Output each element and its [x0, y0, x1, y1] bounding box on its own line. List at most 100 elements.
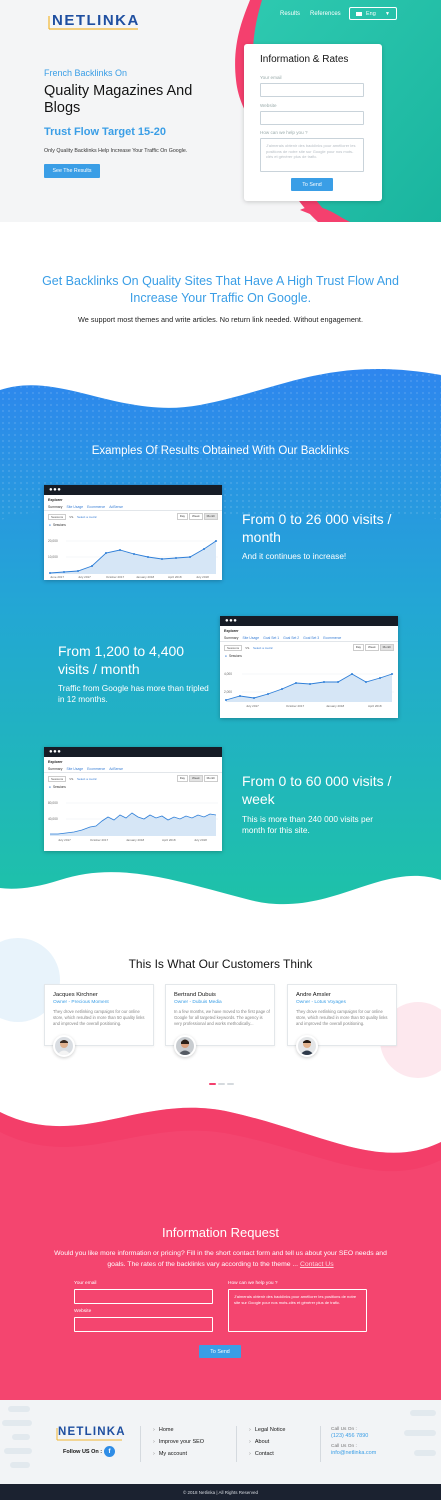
result-1-headline: From 0 to 26 000 visits / month	[242, 511, 392, 545]
footer-link-legal-notice[interactable]: Legal Notice	[249, 1427, 286, 1433]
analytics-tab: AdSense	[109, 767, 123, 771]
help-textarea[interactable]: J'aimerais obtenir des backlinks pour am…	[260, 138, 364, 172]
y-tick: 40,000	[48, 817, 58, 821]
result-2-headline: From 1,200 to 4,400 visits / month	[58, 643, 185, 677]
facebook-icon[interactable]: f	[104, 1446, 115, 1457]
x-tick: July 2017	[78, 575, 91, 579]
website-field[interactable]	[260, 111, 364, 125]
analytics-tabs: Summary Site Usage Ecommerce AdSense	[48, 505, 123, 509]
x-tick: January 2018	[136, 575, 155, 579]
email-label: Your email	[260, 75, 282, 80]
analytics-tab: AdSense	[109, 505, 123, 509]
avatar	[53, 1035, 75, 1057]
see-results-button[interactable]: See The Results	[44, 164, 100, 178]
period-week: Week	[189, 775, 203, 782]
nav-results[interactable]: Results	[280, 11, 301, 17]
logo-underline	[48, 16, 138, 30]
email-field[interactable]	[260, 83, 364, 97]
x-tick: January 2018	[326, 704, 345, 708]
period-day: Day	[352, 644, 365, 651]
chart-legend: Sessions	[225, 654, 242, 658]
period-month: Month	[203, 775, 218, 782]
person-icon	[55, 1037, 73, 1055]
hero-section: NETLINKA Results References Eng ▼ French…	[0, 0, 441, 222]
slider-dot-active[interactable]	[209, 1083, 216, 1085]
avatar	[174, 1035, 196, 1057]
email-field[interactable]	[74, 1289, 213, 1304]
analytics-tab: Site Usage	[66, 767, 84, 771]
sessions-line-chart: 20,000 10,000 June 2017 July 2017 Octobe…	[48, 539, 218, 579]
form-send-button[interactable]: To Send	[291, 178, 333, 191]
analytics-screenshot-1: ●●● Explorer Summary Site Usage Ecommerc…	[44, 485, 222, 580]
testimonial-role: Owner - Dubuis Media	[174, 1000, 222, 1005]
footer-link-contact[interactable]: Contact	[249, 1451, 274, 1457]
y-tick: 80,000	[48, 801, 58, 805]
analytics-tabs: Summary Site Usage Ecommerce AdSense	[48, 767, 123, 771]
hero-title: Quality Magazines And Blogs	[44, 83, 193, 116]
info-request-text: Would you like more information or prici…	[48, 1249, 393, 1270]
footer-link-improve-seo[interactable]: Improve your SEO	[153, 1439, 204, 1445]
information-form-card: Information & Rates Your email Website H…	[244, 44, 382, 201]
x-tick: October 2017	[90, 838, 109, 842]
sessions-line-chart: 4,000 2,000 July 2017 October 2017 Janua…	[224, 672, 394, 708]
email-label: Your email	[74, 1281, 97, 1286]
results-title: Examples Of Results Obtained With Our Ba…	[91, 445, 350, 457]
nav-references[interactable]: References	[310, 11, 341, 17]
x-tick: April 2018	[368, 704, 382, 708]
period-buttons: Day Week Month	[176, 775, 218, 782]
metric-controls: Sessions VS. Select a metric	[48, 776, 97, 782]
email-link[interactable]: info@netlinka.com	[331, 1450, 377, 1456]
contact-us-link[interactable]: Contact Us	[299, 1260, 334, 1268]
slider-dot[interactable]	[218, 1083, 225, 1085]
info-send-button[interactable]: To Send	[199, 1345, 241, 1358]
follow-us-label: Follow US On :	[63, 1449, 103, 1455]
window-dots-icon: ●●●	[49, 487, 62, 493]
footer-link-my-account[interactable]: My account	[153, 1451, 187, 1457]
testimonial-text: They drove netlinking campaigns for our …	[296, 1009, 388, 1026]
window-dots-icon: ●●●	[49, 749, 62, 755]
email-contact-label: Call Us On :	[331, 1444, 357, 1449]
metric-controls: Sessions VS. Select a metric	[224, 645, 273, 651]
phone-link[interactable]: (123) 456 7890	[331, 1433, 369, 1439]
analytics-tab: Summary	[48, 767, 63, 771]
x-tick: July 2017	[58, 838, 71, 842]
analytics-tab: Summary	[224, 636, 239, 640]
person-icon	[176, 1037, 194, 1055]
flag-icon	[356, 11, 362, 16]
period-day: Day	[176, 775, 189, 782]
window-dots-icon: ●●●	[225, 618, 238, 624]
y-tick: 2,000	[224, 690, 232, 694]
testimonial-name: Andre Amsler	[296, 992, 331, 998]
metric-select: Sessions	[224, 645, 243, 651]
slider-dot[interactable]	[227, 1083, 234, 1085]
result-2-note: Traffic from Google has more than triple…	[58, 683, 209, 704]
analytics-screenshot-2: ●●● Explorer Summary Site Usage Goal Set…	[220, 616, 398, 718]
testimonial-text: In a few months, we have moved to the fi…	[174, 1009, 270, 1026]
hero-kicker: French Backlinks On	[44, 68, 128, 78]
info-request-title: Information Request	[161, 1225, 280, 1240]
website-label: Website	[260, 103, 277, 108]
footer-link-about[interactable]: About	[249, 1439, 269, 1445]
language-label: Eng	[366, 10, 376, 17]
website-field[interactable]	[74, 1317, 213, 1332]
analytics-tab: Ecommerce	[87, 767, 106, 771]
footer: NETLINKA Follow US On : f Home Improve y…	[0, 1400, 441, 1484]
help-label: How can we help you ?	[260, 130, 308, 135]
chevron-down-icon: ▼	[385, 11, 390, 17]
form-title: Information & Rates	[260, 54, 349, 65]
x-tick: January 2018	[126, 838, 145, 842]
footer-logo[interactable]: NETLINKA	[58, 1426, 126, 1438]
language-selector[interactable]: Eng ▼	[349, 7, 397, 20]
analytics-tab: Site Usage	[66, 505, 84, 509]
y-tick: 20,000	[48, 539, 58, 543]
help-textarea[interactable]: J'aimerais obtenir des backlinks pour am…	[228, 1289, 367, 1332]
testimonial-role: Owner - Lotus Voyages	[296, 1000, 346, 1005]
info-request-background	[0, 1107, 441, 1400]
metric-controls: Sessions VS. Select a metric	[48, 514, 97, 520]
logo[interactable]: NETLINKA	[52, 12, 140, 29]
analytics-tab: Summary	[48, 505, 63, 509]
info-request-body: Would you like more information or prici…	[54, 1250, 387, 1268]
footer-link-home[interactable]: Home	[153, 1427, 174, 1433]
analytics-tab: Ecommerce	[323, 636, 342, 640]
analytics-tab: Ecommerce	[87, 505, 106, 509]
